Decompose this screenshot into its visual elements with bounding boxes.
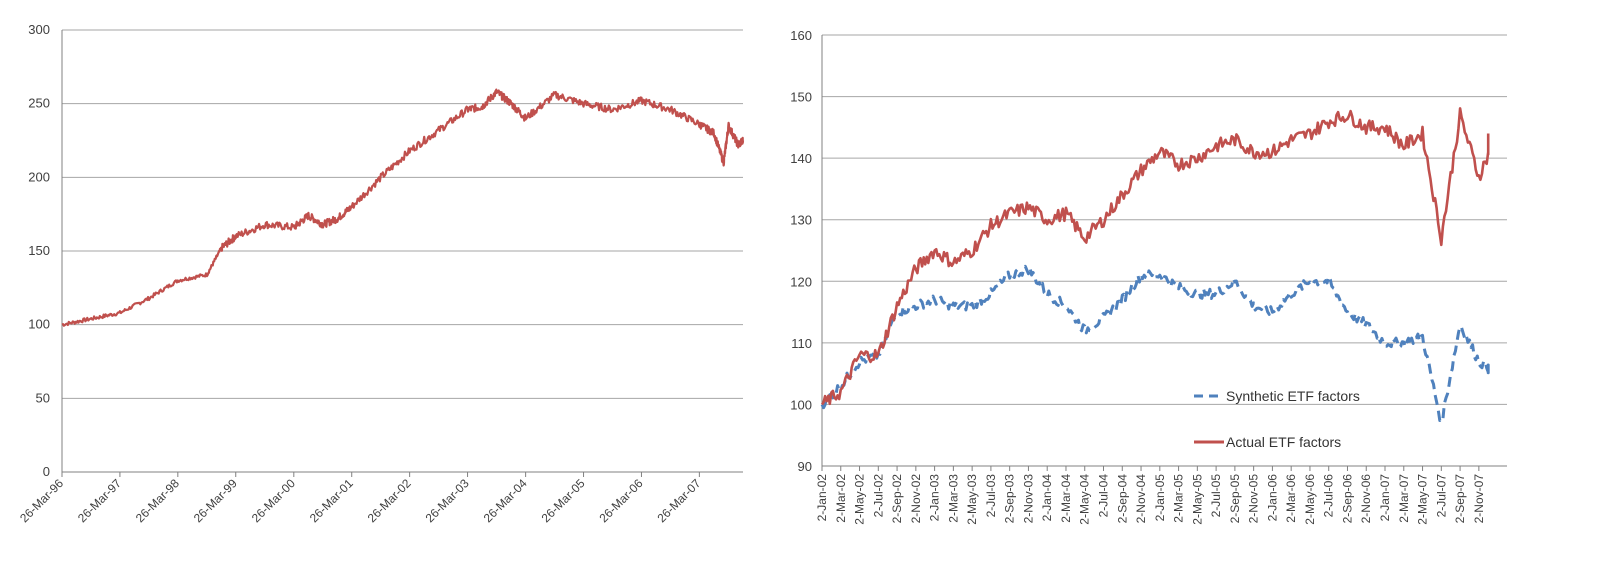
x-tick-label: 26-Mar-03 — [423, 476, 472, 525]
x-tick-label: 26-Mar-98 — [133, 476, 182, 525]
x-tick-label: 2-May-03 — [965, 474, 979, 525]
y-tick-label: 0 — [43, 464, 50, 479]
x-tick-label: 2-Sep-04 — [1115, 474, 1129, 524]
x-tick-label: 2-Mar-05 — [1172, 474, 1186, 523]
x-tick-label: 26-Mar-07 — [654, 476, 703, 525]
y-tick-label: 150 — [28, 243, 50, 258]
y-tick-label: 130 — [790, 213, 812, 228]
series-line — [61, 88, 745, 327]
series-synthetic-line — [820, 264, 1490, 422]
x-tick-label: 2-Mar-07 — [1397, 474, 1411, 523]
x-tick-label: 26-Mar-01 — [307, 476, 356, 525]
y-tick-label: 160 — [790, 28, 812, 43]
x-tick-label: 2-Mar-04 — [1059, 474, 1073, 523]
y-tick-label: 100 — [28, 317, 50, 332]
x-tick-label: 2-Jan-04 — [1040, 474, 1054, 522]
x-tick-label: 2-Jan-03 — [928, 474, 942, 522]
x-tick-label: 2-Nov-05 — [1247, 474, 1261, 524]
x-tick-label: 2-Nov-06 — [1359, 474, 1373, 524]
x-tick-label: 2-Jul-03 — [984, 474, 998, 518]
x-tick-label: 2-May-07 — [1416, 474, 1430, 525]
x-tick-label: 2-Jul-02 — [871, 474, 885, 518]
y-tick-label: 140 — [790, 151, 812, 166]
series-actual-line — [820, 107, 1490, 406]
x-tick-label: 2-Sep-06 — [1340, 474, 1354, 524]
x-tick-label: 2-Nov-04 — [1134, 474, 1148, 524]
x-tick-label: 2-Mar-03 — [946, 474, 960, 523]
x-tick-label: 2-Nov-07 — [1472, 474, 1486, 524]
chart-right: 90 100 110 120 130 140 150 160 2-Jan-02 2-Mar-02 2… — [790, 28, 1507, 525]
legend-label: Actual ETF factors — [1226, 434, 1341, 450]
x-tick-label: 2-Mar-02 — [834, 474, 848, 523]
x-tick-label: 26-Mar-97 — [75, 476, 124, 525]
x-tick-label: 2-Sep-03 — [1003, 474, 1017, 524]
x-tick-label: 2-Jul-07 — [1434, 474, 1448, 518]
y-tick-label: 250 — [28, 96, 50, 111]
x-tick-label: 26-Mar-05 — [539, 476, 588, 525]
y-tick-label: 300 — [28, 22, 50, 37]
y-tick-label: 50 — [36, 390, 50, 405]
y-tick-label: 110 — [791, 336, 812, 351]
x-tick-label: 2-Jan-05 — [1153, 474, 1167, 522]
x-tick-label: 2-Nov-02 — [909, 474, 923, 524]
x-tick-label: 2-Nov-03 — [1021, 474, 1035, 524]
x-tick-label: 2-May-04 — [1078, 474, 1092, 525]
x-tick-label: 2-May-05 — [1190, 474, 1204, 525]
x-tick-label: 2-Jul-04 — [1097, 474, 1111, 518]
x-tick-label: 26-Mar-99 — [191, 476, 240, 525]
x-tick-label: 26-Mar-06 — [597, 476, 646, 525]
x-tick-label: 2-Jan-02 — [815, 474, 829, 522]
y-tick-label: 120 — [790, 274, 812, 289]
x-tick-label: 2-Jul-05 — [1209, 474, 1223, 518]
x-tick-label: 26-Mar-02 — [365, 476, 414, 525]
x-tick-label: 2-Sep-02 — [890, 474, 904, 524]
x-tick-label: 2-Jan-06 — [1265, 474, 1279, 522]
x-tick-label: 26-Mar-00 — [249, 476, 298, 525]
y-tick-label: 200 — [28, 169, 50, 184]
x-tick-label: 26-Mar-96 — [17, 476, 66, 525]
x-tick-label: 2-May-06 — [1303, 474, 1317, 525]
y-tick-label: 100 — [790, 397, 812, 412]
x-tick-label: 2-Sep-05 — [1228, 474, 1242, 524]
x-tick-label: 26-Mar-04 — [481, 476, 530, 525]
x-tick-label: 2-Mar-06 — [1284, 474, 1298, 523]
x-tick-label: 2-Jan-07 — [1378, 474, 1392, 522]
x-tick-label: 2-Jul-06 — [1322, 474, 1336, 518]
legend-label: Synthetic ETF factors — [1226, 388, 1360, 404]
x-tick-label: 2-May-02 — [853, 474, 867, 525]
y-tick-label: 150 — [790, 90, 812, 105]
y-tick-label: 90 — [798, 459, 812, 474]
x-tick-label: 2-Sep-07 — [1453, 474, 1467, 524]
